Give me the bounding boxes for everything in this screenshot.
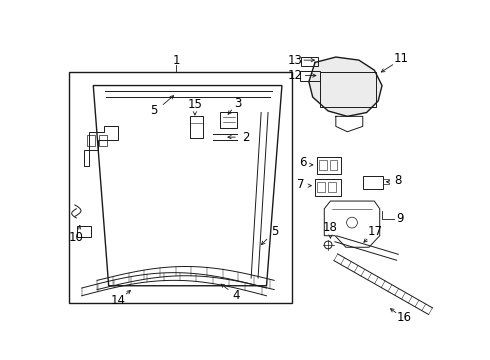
Bar: [315, 179, 341, 195]
Bar: [319, 160, 326, 170]
Bar: [300, 71, 319, 81]
Bar: [77, 226, 91, 237]
Bar: [318, 182, 325, 192]
Bar: [69, 72, 292, 303]
Text: 7: 7: [297, 177, 305, 190]
Text: 15: 15: [188, 98, 202, 111]
Text: 10: 10: [69, 231, 84, 244]
Bar: [320, 72, 376, 107]
Text: 2: 2: [242, 131, 249, 144]
Bar: [363, 176, 383, 189]
Text: 13: 13: [288, 54, 302, 67]
Bar: [87, 135, 95, 146]
Text: 9: 9: [396, 212, 403, 225]
Text: 6: 6: [299, 156, 306, 169]
Text: 17: 17: [368, 225, 383, 238]
Text: 12: 12: [288, 69, 302, 82]
Text: 3: 3: [234, 97, 242, 110]
Text: 16: 16: [397, 311, 412, 324]
Bar: [99, 135, 107, 146]
Text: 1: 1: [172, 54, 180, 67]
Text: 5: 5: [271, 225, 279, 238]
Text: 8: 8: [394, 174, 402, 187]
Text: 14: 14: [110, 294, 125, 307]
Bar: [330, 160, 337, 170]
Bar: [317, 157, 341, 174]
Polygon shape: [309, 57, 382, 116]
Text: 18: 18: [323, 221, 338, 234]
Bar: [328, 182, 336, 192]
Text: 11: 11: [394, 52, 409, 65]
Bar: [220, 112, 237, 128]
Bar: [190, 116, 203, 138]
Text: 5: 5: [149, 104, 157, 117]
Text: 4: 4: [233, 289, 240, 302]
Bar: [301, 57, 318, 66]
